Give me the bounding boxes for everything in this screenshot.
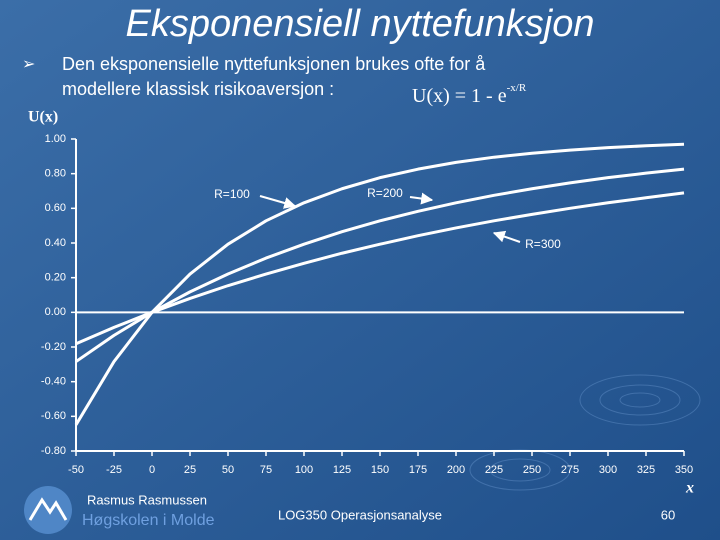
formula: U(x) = 1 - e-x/R — [412, 82, 527, 107]
y-tick-label: 0.20 — [45, 272, 66, 284]
x-tick-label: 125 — [333, 464, 351, 476]
institution: Høgskolen i Molde — [82, 512, 215, 529]
y-axis-label: U(x) — [28, 109, 58, 126]
x-tick-label: 350 — [675, 464, 693, 476]
y-tick-label: 0.40 — [45, 237, 66, 249]
course: LOG350 Operasjonsanalyse — [278, 507, 442, 522]
x-tick-label: 175 — [409, 464, 427, 476]
formula-base: U(x) = 1 - e — [412, 85, 507, 107]
bullet-line: modellere klassisk risikoaversjon : — [62, 79, 334, 99]
x-tick-label: 50 — [222, 464, 234, 476]
x-tick-label: 250 — [523, 464, 541, 476]
x-axis-label: x — [685, 480, 694, 497]
author: Rasmus Rasmussen — [87, 492, 207, 507]
y-tick-label: 0.00 — [45, 306, 66, 318]
series-line — [74, 142, 685, 426]
series-label: R=300 — [525, 237, 561, 251]
annotation-arrows — [259, 192, 521, 243]
x-tick-label: -25 — [106, 464, 122, 476]
y-tick-label: -0.60 — [41, 410, 66, 422]
slide-title: Eksponensiell nyttefunksjon — [126, 3, 595, 45]
bullet-marker: ➢ — [22, 56, 35, 73]
x-tick-label: 325 — [637, 464, 655, 476]
y-tick-label: 1.00 — [45, 133, 66, 145]
ripples — [469, 374, 701, 491]
series-label: R=200 — [367, 186, 403, 200]
x-tick-label: 300 — [599, 464, 617, 476]
logo — [24, 486, 72, 534]
x-tick-label: 200 — [447, 464, 465, 476]
y-tick-label: -0.40 — [41, 376, 66, 388]
series-line — [75, 191, 685, 346]
x-tick-label: 225 — [485, 464, 503, 476]
series-label: R=100 — [214, 187, 250, 201]
page-number: 60 — [661, 507, 675, 522]
y-tick-label: -0.80 — [41, 445, 66, 457]
bullet-line: Den eksponensielle nyttefunksjonen bruke… — [62, 54, 486, 74]
x-tick-label: 100 — [295, 464, 313, 476]
x-tick-label: 75 — [260, 464, 272, 476]
y-tick-label: 0.60 — [45, 202, 66, 214]
plot: 1.00 0.80 0.60 0.40 0.20 0.00 -0.20 -0.40 -0.60 -… — [41, 133, 693, 476]
x-tick-label: 25 — [184, 464, 196, 476]
y-tick-label: -0.20 — [41, 341, 66, 353]
formula-exponent: -x/R — [507, 82, 527, 94]
x-tick-label: 150 — [371, 464, 389, 476]
x-tick-label: 0 — [149, 464, 155, 476]
x-tick-label: -50 — [68, 464, 84, 476]
series-line — [75, 167, 685, 363]
y-tick-label: 0.80 — [45, 168, 66, 180]
x-tick-label: 275 — [561, 464, 579, 476]
